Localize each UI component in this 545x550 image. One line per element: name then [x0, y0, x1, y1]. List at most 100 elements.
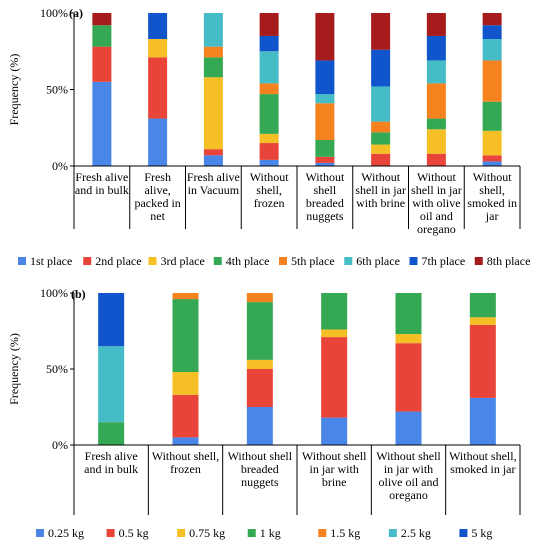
x-tick-label: Without shell, frozen — [250, 170, 290, 210]
bar-segment — [259, 94, 279, 134]
bar-segment — [259, 143, 279, 160]
legend-label: 0.25 kg — [48, 526, 84, 540]
bar-segment — [321, 293, 348, 330]
bar-segment — [371, 13, 391, 50]
x-tick-label: Without shell in jar with brine — [302, 449, 367, 489]
legend-swatch — [247, 529, 256, 537]
bar-segment — [315, 13, 335, 61]
y-tick-label: 50% — [46, 83, 68, 97]
x-tick-label-line: olive oil and — [379, 475, 439, 489]
x-tick-label-line: shell — [314, 183, 337, 197]
bar-segment — [203, 13, 223, 47]
x-tick-label-line: Without shell, — [152, 449, 220, 463]
x-tick-label-line: with brine — [356, 196, 405, 210]
chart-b: 0% 50% 100% Fresh alive and in bulk Without s… — [7, 286, 521, 540]
legend-label: 7th place — [422, 254, 466, 268]
bar-segment — [246, 407, 273, 445]
legend-label: 5 kg — [471, 526, 492, 540]
bar-segment — [371, 86, 391, 122]
bar-segment — [92, 81, 112, 166]
x-tick-label-line: packed in — [134, 196, 180, 210]
bar-segment — [426, 118, 446, 130]
legend-label: 8th place — [487, 254, 531, 268]
x-tick-label: Without shell, frozen — [152, 449, 220, 476]
bar-segment — [426, 83, 446, 119]
bar-segment — [315, 94, 335, 104]
legend-swatch — [474, 257, 483, 265]
bar-segment — [395, 334, 422, 344]
legend-label: 2.5 kg — [401, 526, 431, 540]
legend-label: 4th place — [226, 254, 270, 268]
x-tick-label-line: alive, — [144, 183, 170, 197]
x-tick-label-line: Fresh — [144, 170, 171, 184]
legend-swatch — [318, 529, 327, 537]
bar-segment — [92, 25, 112, 47]
bar-segment — [469, 397, 496, 445]
bar-segment — [92, 13, 112, 26]
x-tick-label: Fresh alive and in bulk — [84, 449, 138, 476]
x-tick-label: Without shell in jar with brine — [355, 170, 406, 210]
legend-label: 2nd place — [95, 254, 141, 268]
legend-swatch — [344, 257, 353, 265]
x-tick-label-line: shell, — [256, 183, 282, 197]
bar-segment — [203, 149, 223, 156]
x-tick-label: Without shell breaded nuggets — [228, 449, 293, 489]
bar-segment — [426, 60, 446, 84]
x-tick-label-line: nuggets — [306, 209, 344, 223]
bar-segment — [148, 39, 168, 58]
bar-segment — [315, 139, 335, 157]
x-tick-label-line: Without — [250, 170, 290, 184]
x-tick-label: Fresh alive and in bulk — [75, 170, 129, 197]
x-tick-label-line: and in bulk — [84, 462, 138, 476]
legend-swatch — [83, 257, 92, 265]
bar-segment — [259, 83, 279, 95]
x-tick-label-line: in jar with — [384, 462, 433, 476]
chart-a: 0% 50% 100% Fresh alive and in bulk Fresh aliv… — [7, 6, 531, 268]
y-axis-title: Frequency (%) — [7, 333, 21, 405]
bar-segment — [482, 39, 502, 61]
bar-segment — [482, 101, 502, 131]
x-tick-label-line: and in bulk — [75, 183, 129, 197]
x-tick-label-line: Fresh alive — [85, 449, 138, 463]
bar-segment — [148, 13, 168, 40]
bar-segment — [469, 317, 496, 325]
bar-segment — [246, 369, 273, 407]
legend-label: 1.5 kg — [330, 526, 360, 540]
bar-segment — [172, 394, 199, 438]
legend-swatch — [388, 529, 397, 537]
legend-swatch — [36, 529, 44, 537]
bar-segment — [321, 337, 348, 418]
legend-swatch — [18, 257, 26, 265]
x-tick-label: Without shell, smoked in jar — [449, 449, 517, 476]
legend-swatch — [409, 257, 418, 265]
bar-segment — [321, 417, 348, 445]
bar-segment — [482, 25, 502, 40]
x-tick-label-line: frozen — [254, 196, 285, 210]
bar-segment — [315, 162, 335, 166]
legend-swatch — [279, 257, 287, 265]
bar-segment — [246, 302, 273, 360]
bar-segment — [426, 129, 446, 154]
y-tick-label: 0% — [52, 159, 68, 173]
x-tick-label-line: shell in jar — [355, 183, 406, 197]
bar-segment — [246, 359, 273, 369]
y-tick-label: 100% — [40, 6, 68, 20]
x-tick-label-line: Without — [305, 170, 345, 184]
y-tick-label: 100% — [40, 286, 68, 300]
bar-segment — [259, 35, 279, 52]
x-tick-label-line: with olive — [412, 196, 460, 210]
x-tick-label-line: oregano — [417, 222, 456, 236]
bar-segment — [203, 77, 223, 150]
bar-segment — [98, 293, 125, 347]
panel-label: (b) — [71, 287, 86, 301]
bar-segment — [259, 133, 279, 144]
bar-segment — [469, 324, 496, 398]
bar-segment — [426, 13, 446, 36]
bar-segment — [172, 437, 199, 445]
x-tick-label-line: nuggets — [241, 475, 279, 489]
bar-segment — [148, 118, 168, 166]
bar-segment — [203, 155, 223, 166]
x-tick-label: Fresh alive in Vacuum — [187, 170, 240, 197]
bar-segment — [371, 121, 391, 133]
bar-segment — [259, 51, 279, 84]
